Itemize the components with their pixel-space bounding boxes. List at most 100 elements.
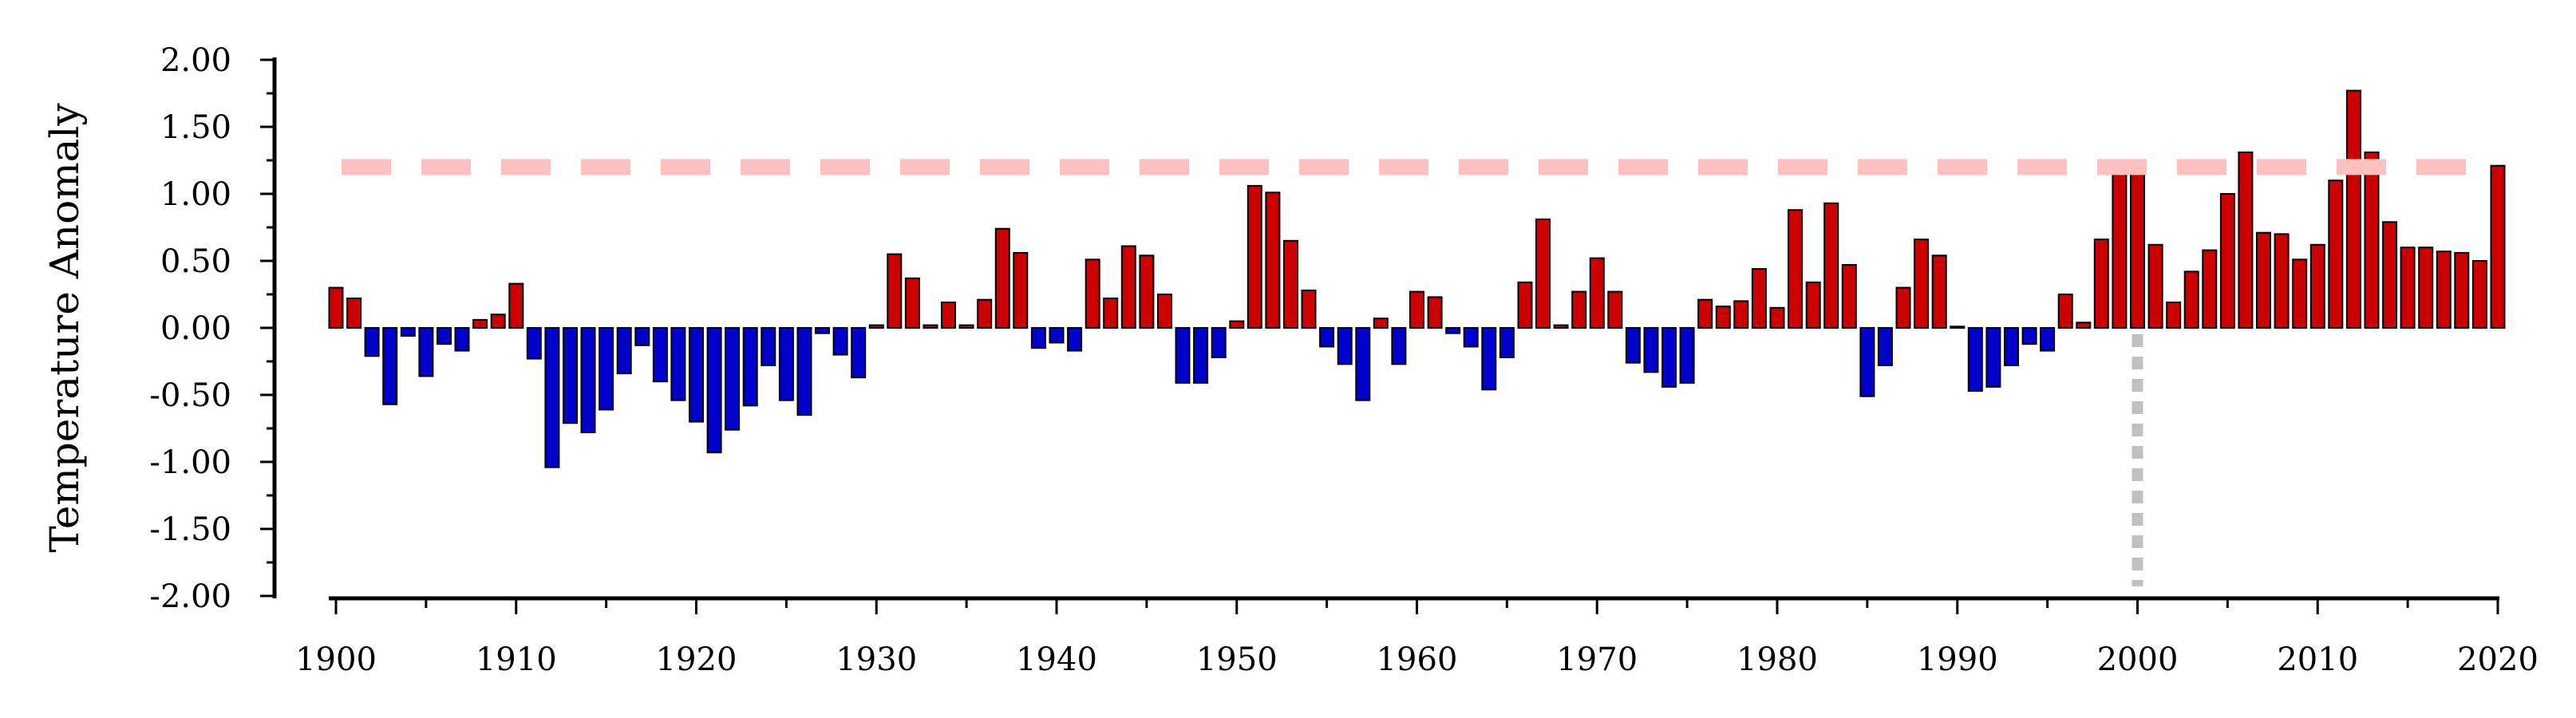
bar-1995 [2040,327,2056,352]
bar-1965 [1499,327,1515,358]
x-tick-label: 2000 [2097,641,2179,678]
x-tick-label: 1940 [1016,641,1097,678]
x-tick-label: 1920 [656,641,737,678]
bar-1977 [1715,306,1731,329]
bar-1915 [599,327,614,411]
bar-2010 [2309,243,2325,329]
bar-1903 [382,327,398,405]
bar-2011 [2328,180,2344,329]
bar-1966 [1517,281,1533,329]
bar-1944 [1120,245,1136,329]
bar-2012 [2345,89,2361,329]
x-tick-label: 1910 [476,641,557,678]
bar-1984 [1841,264,1857,329]
bar-1950 [1229,320,1245,329]
bar-1913 [563,327,578,424]
bar-1934 [941,302,956,329]
bar-1988 [1914,239,1930,329]
bar-1904 [400,327,416,337]
bar-1905 [418,327,434,377]
x-tick-label: 1980 [1736,641,1818,678]
bar-1989 [1931,254,1947,329]
bar-1957 [1355,327,1371,401]
bar-1959 [1391,327,1407,365]
bar-1938 [1013,251,1029,329]
bar-1961 [1427,296,1443,329]
bar-1986 [1877,327,1893,366]
plot-area: 2.00 1.50 1.00 0.50 0.00 -0.50 -1.00 -1.50 -2.00… [41,42,2538,678]
bar-1902 [364,327,380,357]
bar-1958 [1373,318,1389,329]
bar-1940 [1049,327,1065,344]
bar-1973 [1643,327,1659,373]
bar-1941 [1067,327,1083,352]
x-tick-label: 1950 [1196,641,1278,678]
bar-2018 [2454,251,2470,329]
bar-1999 [2112,166,2128,329]
bar-2017 [2436,251,2452,329]
bar-1901 [346,298,362,329]
bar-1962 [1445,327,1461,334]
bar-2000 [2130,160,2145,329]
bar-1956 [1337,327,1353,365]
bar-1952 [1265,191,1281,329]
y-tick-label: -1.00 [149,444,231,481]
bar-1954 [1301,290,1317,329]
bar-1911 [526,327,542,360]
y-tick-label: -2.00 [149,578,231,615]
bars-group [328,89,2506,468]
bar-1932 [904,277,920,329]
bar-1971 [1607,290,1623,329]
bar-1926 [796,327,812,416]
bar-1967 [1535,218,1551,329]
bar-1990 [1950,325,1966,329]
bar-1907 [454,327,470,352]
bar-2013 [2364,151,2380,329]
bar-1969 [1571,290,1587,329]
x-tick-label: 1970 [1556,641,1638,678]
bar-2001 [2147,243,2163,329]
bar-1994 [2021,327,2037,345]
bar-1914 [580,327,596,433]
bar-2020 [2490,164,2506,329]
bar-1998 [2093,239,2109,329]
y-tick-label: 0.50 [160,243,231,280]
bar-1997 [2076,322,2092,329]
bar-1947 [1175,327,1191,384]
bar-1993 [2004,327,2019,366]
bar-2016 [2418,247,2434,329]
y-tick-label: -1.50 [149,511,231,548]
y-axis-title: Temperature Anomaly [41,103,88,553]
bar-1933 [923,324,938,329]
bar-1996 [2057,294,2073,329]
bar-1991 [1967,327,1983,392]
x-tick-label: 1900 [295,641,377,678]
bar-1923 [742,327,758,407]
bar-2007 [2256,231,2271,329]
bar-1975 [1679,327,1695,384]
bar-2014 [2382,221,2398,329]
bar-1920 [689,327,704,423]
bar-1982 [1805,281,1821,329]
bar-1979 [1751,268,1767,329]
bar-2004 [2202,249,2218,329]
bar-1992 [1985,327,2001,388]
bar-1928 [832,327,848,356]
bar-1916 [616,327,632,375]
bar-1935 [958,324,974,329]
bar-1968 [1553,324,1569,329]
bar-1987 [1895,286,1911,329]
bar-1936 [977,298,993,329]
bar-1931 [887,253,903,329]
bar-1919 [670,327,686,401]
bar-1978 [1733,300,1749,329]
bar-1943 [1103,298,1119,329]
x-tick-label: 1990 [1917,641,1998,678]
bar-2006 [2238,151,2254,329]
bar-1942 [1085,258,1100,329]
bar-1980 [1769,306,1785,329]
bar-1900 [328,286,344,329]
bar-1925 [778,327,794,401]
bar-1939 [1030,327,1046,349]
